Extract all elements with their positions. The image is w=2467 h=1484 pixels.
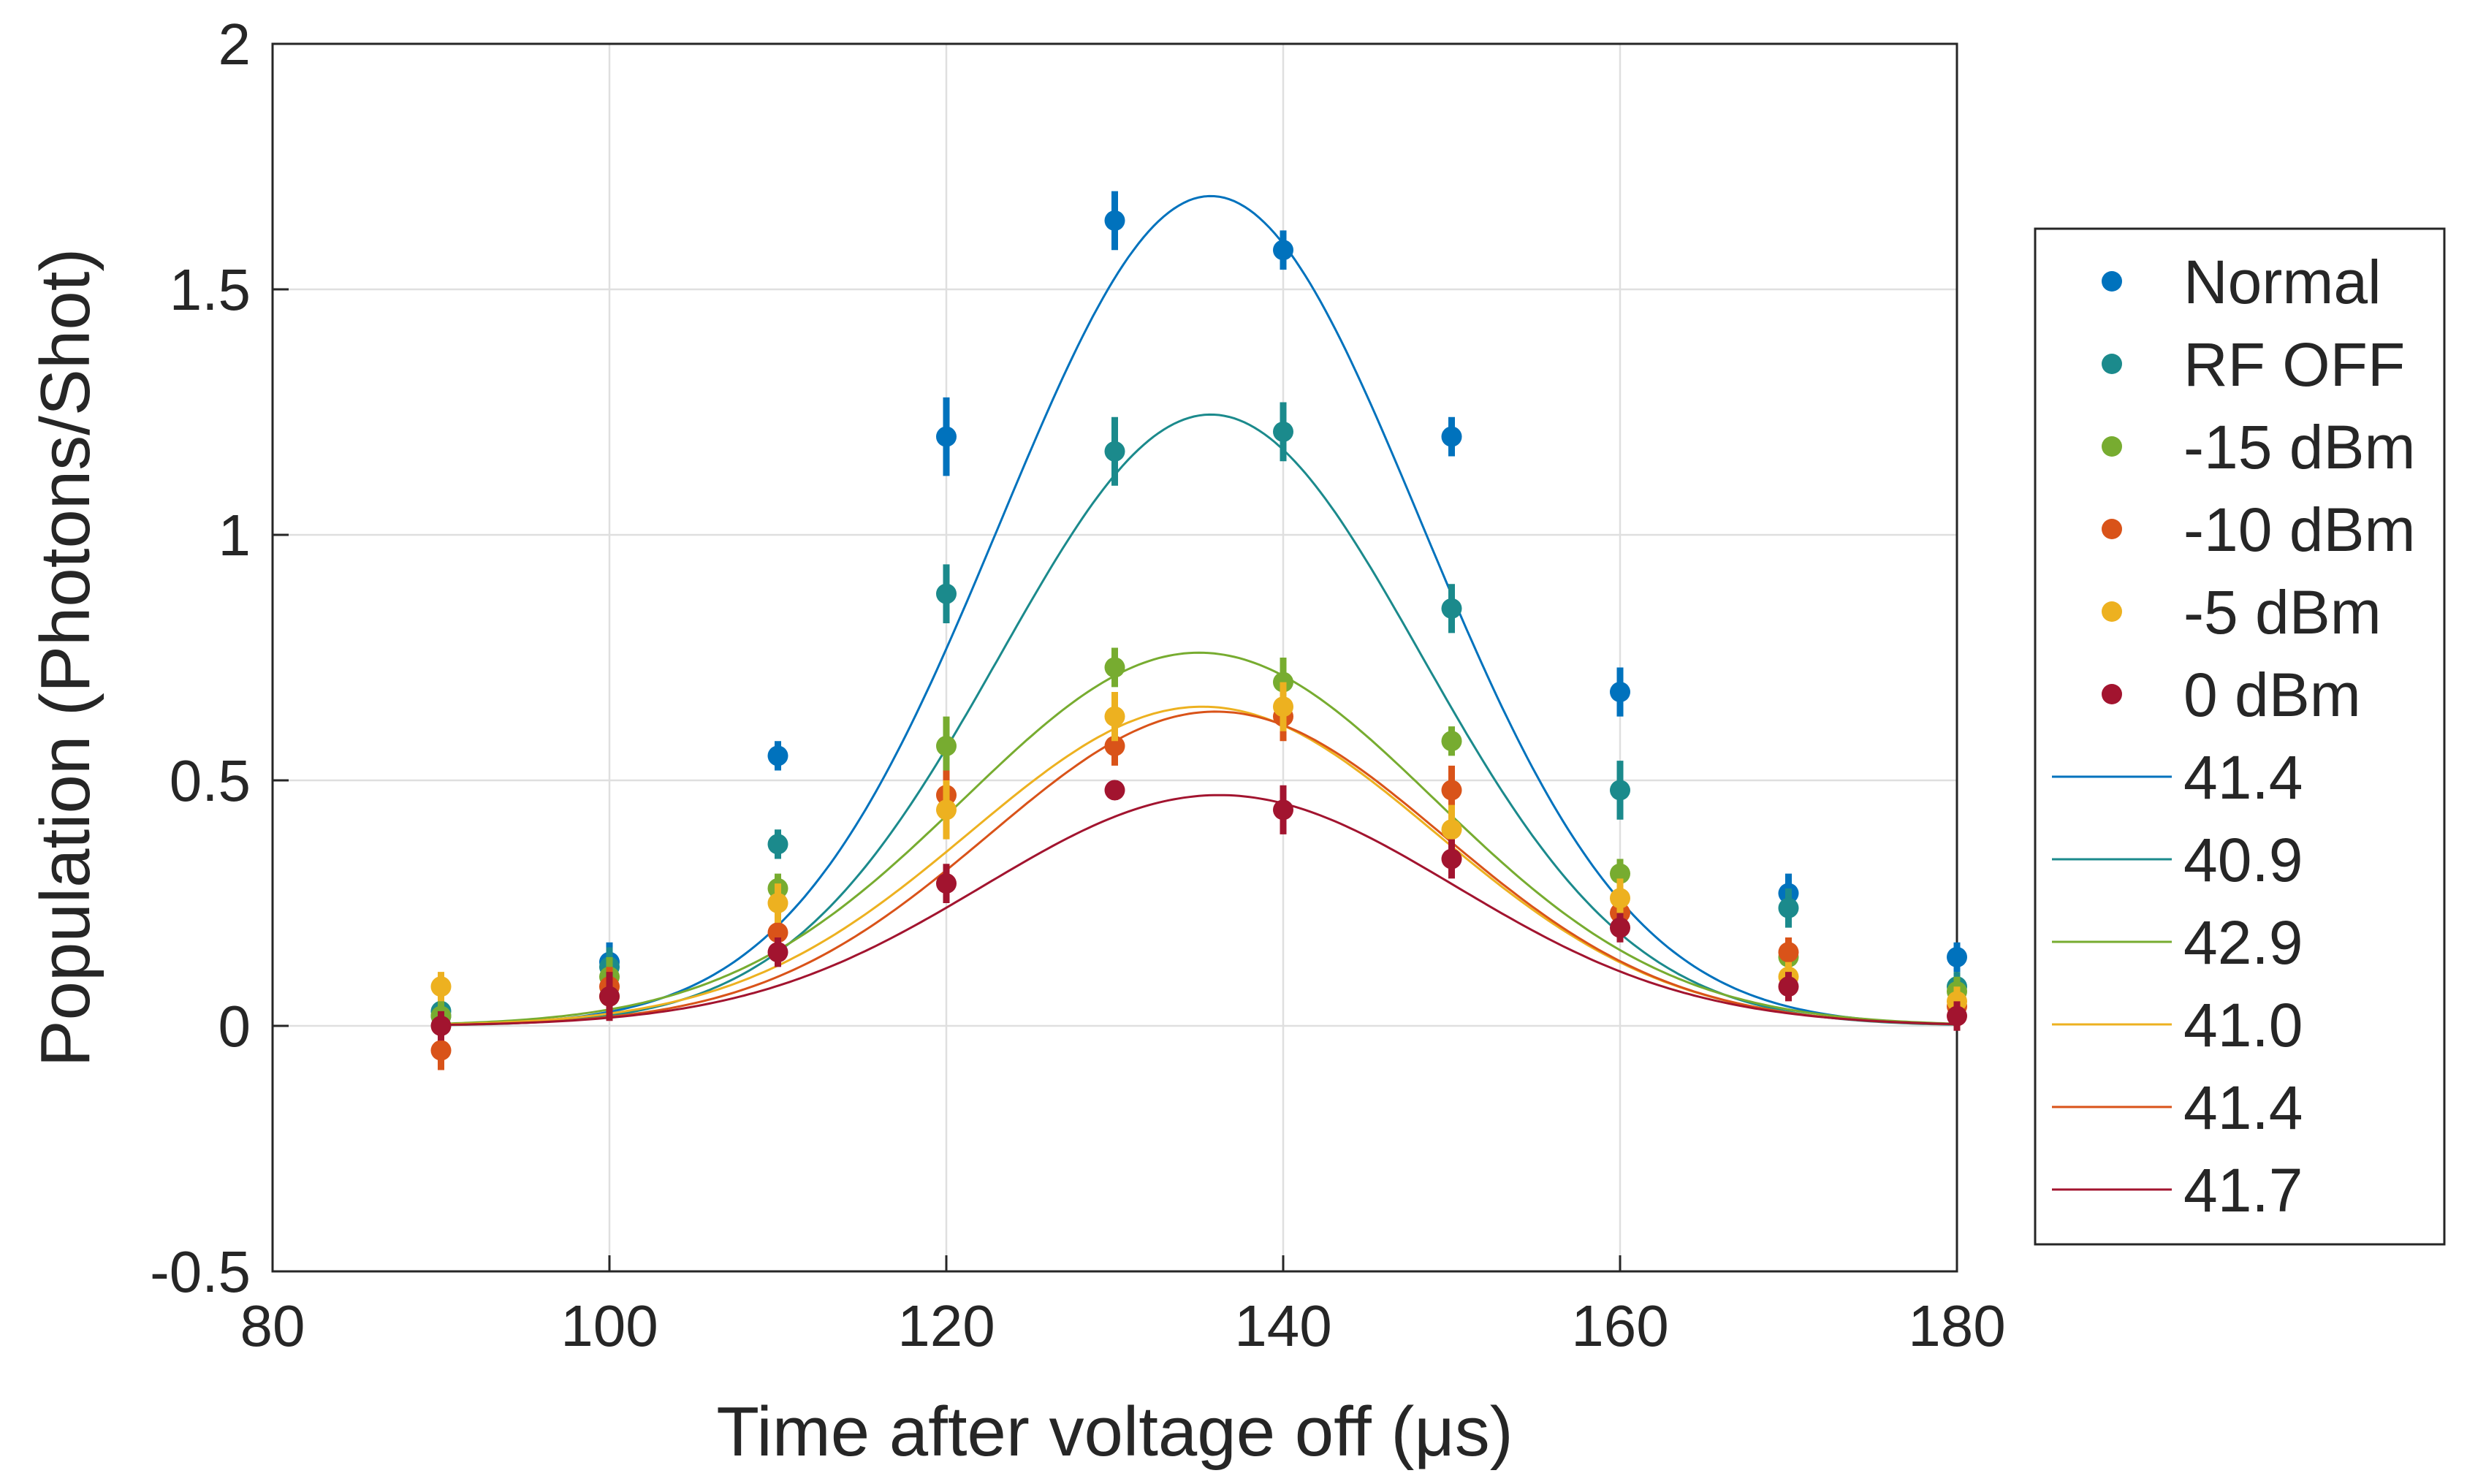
x-tick-label: 80: [240, 1293, 305, 1358]
data-point: [430, 1040, 452, 1061]
legend-label: -10 dBm: [2183, 495, 2415, 564]
x-axis-ticks: 80 100 120 140 160 180: [240, 1255, 2006, 1358]
legend-label: -15 dBm: [2183, 413, 2415, 482]
data-point: [767, 942, 788, 963]
data-point: [936, 583, 957, 604]
data-point: [936, 799, 957, 821]
legend-label: 40.9: [2183, 826, 2303, 894]
data-point: [767, 893, 788, 913]
data-point: [1778, 942, 1799, 963]
data-point: [1947, 946, 1967, 967]
data-points: [430, 191, 1967, 1070]
fit-curve-1: [441, 194, 1958, 1027]
legend-label: 42.9: [2183, 908, 2303, 977]
legend: Normal RF OFF -15 dBm -10 dBm -5 dBm 0 dBm 41.…: [2034, 227, 2446, 1246]
data-point: [599, 986, 620, 1007]
data-point: [1441, 780, 1462, 801]
legend-marker: [2102, 271, 2122, 292]
data-point: [1441, 731, 1462, 752]
legend-label: RF OFF: [2183, 330, 2405, 399]
fit-curve-5: [441, 710, 1958, 1027]
data-point: [430, 1016, 452, 1036]
series-6-points: [430, 780, 1967, 1041]
data-point: [767, 834, 788, 855]
data-point: [1104, 780, 1125, 801]
data-point: [1441, 848, 1462, 870]
legend-label: -5 dBm: [2183, 578, 2382, 647]
legend-label: 41.7: [2183, 1156, 2303, 1225]
legend-marker: [2102, 354, 2122, 374]
data-point: [1104, 735, 1125, 756]
fit-curve-3: [441, 651, 1958, 1025]
y-axis-title: Population (Photons/Shot): [26, 248, 104, 1068]
legend-marker: [2102, 519, 2122, 539]
y-tick-label: 0: [218, 994, 251, 1059]
legend-label: Normal: [2183, 248, 2382, 316]
series-2-points: [430, 402, 1967, 1026]
legend-marker: [2102, 601, 2122, 622]
data-point: [1273, 696, 1293, 718]
data-point: [1273, 421, 1293, 442]
data-point: [1610, 780, 1630, 801]
data-point: [1778, 897, 1799, 918]
data-point: [936, 426, 957, 447]
data-point: [1273, 240, 1293, 261]
legend-marker: [2102, 684, 2122, 704]
data-point: [1947, 1005, 1967, 1027]
data-point: [936, 735, 957, 756]
data-point: [1104, 657, 1125, 678]
data-point: [767, 745, 788, 766]
y-tick-label: 2: [218, 12, 251, 77]
data-point: [1104, 210, 1125, 231]
data-point: [1441, 819, 1462, 840]
y-tick-label: -0.5: [150, 1239, 251, 1304]
legend-label: 41.4: [2183, 743, 2303, 812]
data-point: [1610, 682, 1630, 703]
x-tick-label: 100: [560, 1293, 658, 1358]
data-point: [1610, 888, 1630, 909]
legend-label: 41.0: [2183, 991, 2303, 1059]
data-point: [767, 922, 788, 943]
plot-area-frame: [271, 42, 1958, 1273]
grid: [271, 42, 1958, 1273]
y-tick-label: 1: [218, 503, 251, 568]
legend-box: [2034, 227, 2446, 1246]
x-tick-label: 140: [1234, 1293, 1331, 1358]
legend-label: 41.4: [2183, 1073, 2303, 1142]
x-tick-label: 120: [897, 1293, 995, 1358]
data-point: [1441, 598, 1462, 619]
legend-label: 0 dBm: [2183, 661, 2361, 729]
data-point: [1273, 799, 1293, 821]
data-point: [936, 873, 957, 894]
legend-marker: [2102, 436, 2122, 457]
data-point: [1778, 976, 1799, 997]
y-tick-label: 0.5: [170, 748, 251, 813]
data-point: [1104, 441, 1125, 462]
x-tick-label: 160: [1571, 1293, 1668, 1358]
x-axis-title: Time after voltage off (μs): [716, 1393, 1513, 1471]
x-tick-label: 180: [1908, 1293, 2005, 1358]
data-point: [1104, 706, 1125, 727]
y-tick-label: 1.5: [170, 257, 251, 322]
fit-curves: [441, 194, 1958, 1027]
data-point: [1441, 426, 1462, 447]
data-point: [1610, 863, 1630, 884]
y-axis-ticks: -0.5 0 0.5 1 1.5 2: [150, 12, 289, 1304]
fit-curve-6: [441, 794, 1958, 1027]
data-point: [430, 976, 452, 997]
data-point: [1610, 917, 1630, 938]
